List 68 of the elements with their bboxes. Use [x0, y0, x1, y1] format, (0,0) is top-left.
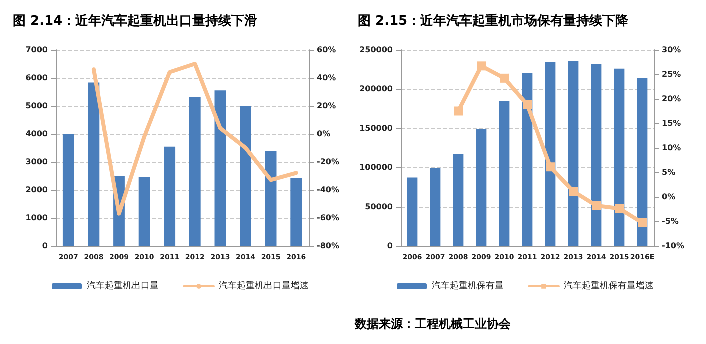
y2-tick-label: 0% [317, 130, 331, 138]
y-tick-label: 100000 [360, 163, 394, 172]
point [523, 100, 532, 110]
bar [522, 74, 533, 246]
point [615, 204, 624, 214]
y2-tick-label: 20% [662, 94, 682, 104]
point [592, 201, 601, 210]
point [569, 187, 578, 196]
bar [430, 168, 441, 246]
chart-title: 图 2.15：近年汽车起重机市场保有量持续下降 [358, 13, 630, 29]
y2-tick-label: 25% [662, 70, 682, 79]
y2-tick-label: 10% [662, 144, 682, 152]
legend-label: 汽车起重机保有量增速 [564, 280, 654, 292]
bar [138, 177, 150, 246]
y2-tick-label: 30% [662, 46, 682, 54]
point [454, 106, 463, 116]
point [500, 74, 509, 83]
bar [214, 90, 226, 246]
y2-tick-label: 15% [662, 119, 682, 128]
bar [637, 78, 648, 246]
y2-tick-label: 20% [317, 102, 336, 110]
y-tick-label: 5000 [26, 102, 48, 110]
bar [499, 100, 510, 246]
y2-tick-label: -10% [662, 242, 684, 250]
y2-tick-label: -60% [317, 214, 340, 222]
bar [568, 60, 579, 246]
y-tick-label: 1000 [26, 214, 48, 222]
bar [240, 106, 252, 246]
y2-tick-label: -5% [662, 217, 679, 226]
bar [591, 64, 602, 246]
y-tick-label: 0 [42, 242, 48, 250]
bar [407, 178, 418, 246]
y-tick-label: 4000 [26, 130, 48, 138]
y2-tick-label: -40% [317, 186, 340, 194]
y2-tick-label: -80% [317, 242, 340, 250]
y-tick-label: 250000 [360, 46, 394, 54]
y2-tick-label: -20% [317, 158, 340, 166]
y-tick-label: 0 [387, 242, 394, 250]
source-note: 数据来源：工程机械工业协会 [354, 317, 512, 331]
bar [614, 68, 625, 246]
bar [62, 134, 74, 246]
bar [290, 178, 302, 246]
bar [545, 62, 556, 246]
y2-tick-label: 40% [317, 74, 336, 82]
y2-tick-label: 60% [317, 46, 336, 54]
bar [476, 129, 487, 246]
y-tick-label: 6000 [26, 74, 48, 82]
line-series [92, 62, 298, 216]
bar [88, 82, 100, 246]
y-tick-label: 2000 [26, 186, 48, 194]
y-tick-label: 50000 [365, 202, 394, 212]
bar [189, 97, 201, 246]
legend-label: 汽车起重机出口量增速 [219, 280, 309, 292]
legend-label: 汽车起重机保有量 [432, 280, 504, 292]
y2-tick-label: 0% [662, 192, 676, 202]
y-tick-label: 3000 [26, 158, 48, 166]
point [546, 162, 555, 172]
y-tick-label: 150000 [360, 124, 394, 133]
legend-label: 汽车起重机出口量 [87, 280, 159, 292]
y2-tick-label: 5% [662, 168, 676, 177]
point [477, 62, 486, 71]
bar [453, 154, 464, 246]
y-tick-label: 200000 [360, 84, 394, 94]
bar [164, 146, 176, 246]
point [638, 218, 647, 228]
chart-title: 图 2.14：近年汽车起重机出口量持续下滑 [13, 13, 258, 29]
bar [265, 151, 277, 246]
y-tick-label: 7000 [26, 46, 48, 54]
